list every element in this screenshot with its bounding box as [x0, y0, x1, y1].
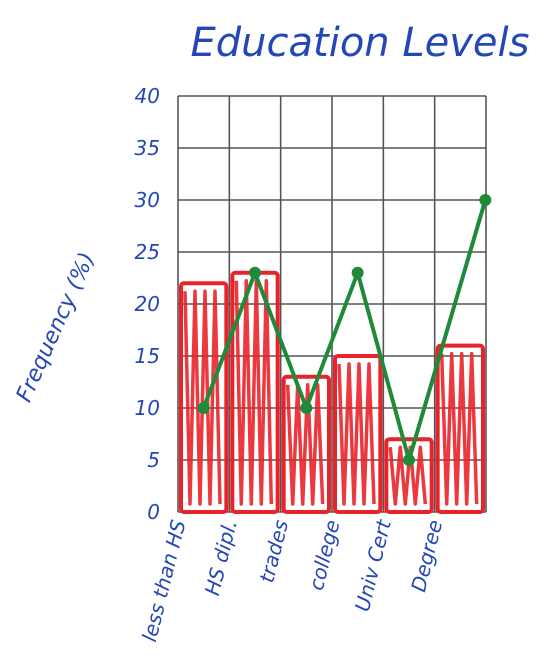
chart-title: Education Levels [191, 20, 530, 66]
bar-fill-scribble [439, 351, 479, 506]
x-category-label: Degree [406, 517, 447, 594]
line-point [197, 402, 210, 414]
bar-fill-scribble [183, 289, 222, 506]
y-tick-label: 30 [135, 188, 160, 212]
bar-outline [281, 374, 331, 514]
y-tick-label: 10 [135, 396, 160, 420]
x-axis-categories: less than HS HS dipl. trades college Univ Ce… [137, 516, 447, 644]
x-category-label: trades [254, 517, 293, 585]
bar-fill-scribble [234, 279, 274, 506]
chart-grid [177, 95, 487, 513]
y-tick-label: 25 [135, 240, 160, 264]
bar-fill-scribble [337, 362, 376, 506]
y-tick-label: 35 [135, 136, 160, 160]
bar [333, 354, 383, 514]
bar-outline [179, 281, 229, 515]
bar [384, 437, 434, 515]
x-category-label: HS dipl. [200, 517, 242, 597]
y-tick-label: 20 [135, 292, 160, 316]
x-category-label: college [304, 517, 345, 592]
y-tick-label: 5 [147, 448, 160, 472]
y-tick-label: 15 [135, 344, 160, 368]
bar-outline [384, 437, 434, 515]
y-tick-label: 0 [147, 500, 160, 524]
line-group [197, 194, 492, 466]
line-series [201, 199, 488, 462]
bar [179, 281, 229, 515]
x-category-label: Univ Cert [350, 516, 396, 614]
y-axis-ticks: 0 5 10 15 20 25 30 35 40 [135, 84, 160, 524]
bar-outline [435, 343, 485, 514]
x-category-label: less than HS [137, 517, 191, 644]
line-point [403, 454, 415, 466]
bar [281, 374, 331, 514]
line-point [479, 194, 492, 206]
bars-group [179, 270, 485, 515]
line-point [351, 266, 364, 279]
y-axis-label: Frequency (%) [12, 249, 100, 406]
bar [435, 343, 485, 514]
bar-outline [333, 354, 383, 514]
bar-fill-scribble [285, 383, 325, 506]
bar [230, 270, 280, 514]
bar-fill-scribble [388, 445, 428, 506]
line-point [300, 402, 313, 414]
y-tick-label: 40 [135, 84, 160, 108]
line-point [249, 266, 261, 279]
